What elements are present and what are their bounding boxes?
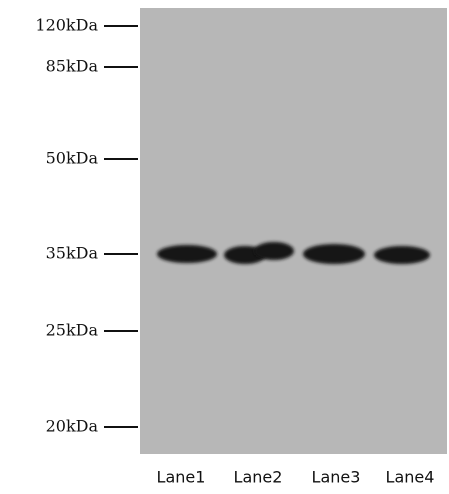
marker-label: 50kDa bbox=[46, 149, 99, 168]
marker-label: 120kDa bbox=[35, 16, 98, 35]
lane-label: Lane1 bbox=[157, 468, 206, 487]
band bbox=[254, 242, 294, 260]
gel bbox=[140, 8, 447, 454]
band bbox=[374, 246, 430, 264]
blot-figure: 120kDa 85kDa 50kDa 35kDa 25kDa 20kDa Lane1 Lane… bbox=[0, 0, 449, 494]
marker-label: 25kDa bbox=[46, 321, 99, 340]
lane-label: Lane4 bbox=[386, 468, 435, 487]
marker-label: 35kDa bbox=[46, 244, 99, 263]
lane-label: Lane2 bbox=[234, 468, 283, 487]
marker-label: 20kDa bbox=[46, 417, 99, 436]
band bbox=[303, 244, 365, 264]
marker-label: 85kDa bbox=[46, 57, 99, 76]
lane-label: Lane3 bbox=[312, 468, 361, 487]
band bbox=[157, 245, 217, 263]
